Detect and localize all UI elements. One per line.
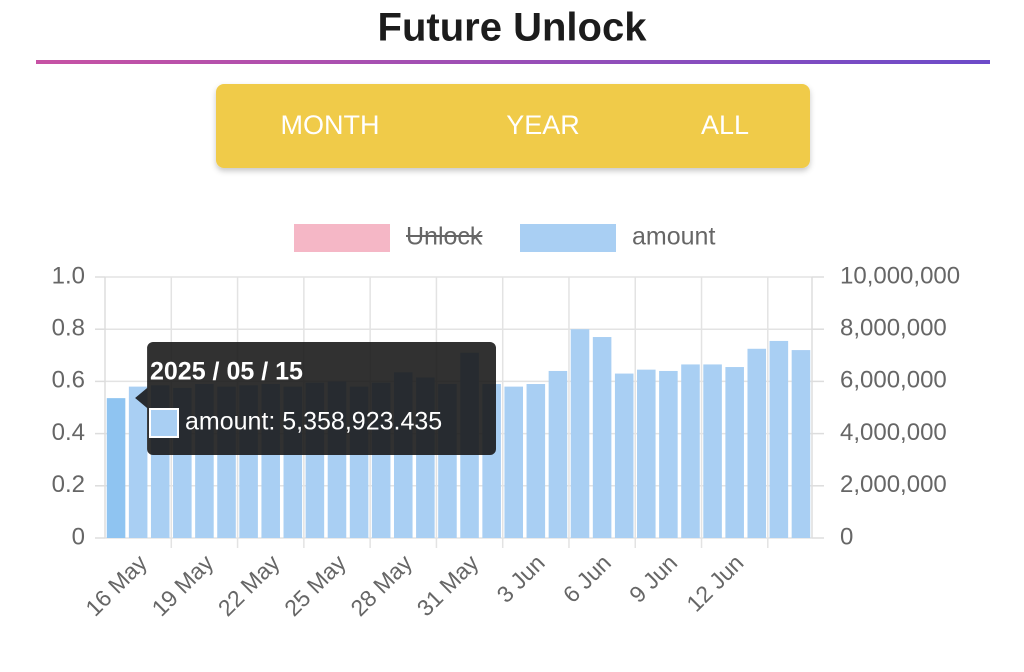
x-tick-label: 28 May (345, 549, 417, 621)
bar (637, 369, 656, 538)
x-tick-label: 22 May (213, 549, 285, 621)
y-tick-label: 1.0 (52, 262, 85, 289)
bar (725, 367, 744, 538)
y2-tick-label: 10,000,000 (840, 262, 960, 289)
bar (548, 370, 568, 538)
y2-tick-label: 2,000,000 (840, 471, 947, 498)
month-button[interactable]: MONTH (281, 110, 380, 140)
bar (791, 350, 811, 538)
legend-label: amount (632, 223, 715, 251)
range-selector (216, 84, 810, 168)
page-title: Future Unlock (378, 6, 648, 50)
x-tick-label: 9 Jun (624, 549, 682, 607)
y2-tick-label: 8,000,000 (840, 315, 947, 342)
bar (659, 370, 678, 538)
bar (570, 329, 590, 538)
legend-swatch (520, 224, 616, 252)
bar (769, 340, 789, 538)
y2-tick-label: 0 (840, 523, 853, 550)
x-tick-label: 6 Jun (558, 549, 616, 607)
bar (504, 386, 524, 538)
x-tick-label: 25 May (279, 549, 351, 621)
year-button[interactable]: YEAR (506, 110, 580, 140)
tooltip-text: amount: 5,358,923.435 (185, 408, 442, 436)
bar (747, 348, 767, 538)
bar (614, 373, 634, 538)
x-tick-label: 16 May (80, 549, 152, 621)
x-tick-label: 31 May (412, 549, 484, 621)
tooltip-title: 2025 / 05 / 15 (150, 358, 303, 386)
legend-swatch (294, 224, 390, 252)
y2-tick-label: 4,000,000 (840, 419, 947, 446)
y2-tick-label: 6,000,000 (840, 367, 947, 394)
bar (526, 384, 546, 538)
tooltip: 2025 / 05 / 15 amount: 5,358,923.435 (135, 342, 496, 455)
bar (106, 398, 126, 538)
bar (592, 337, 612, 538)
tooltip-swatch (149, 408, 179, 438)
y-tick-label: 0 (72, 523, 85, 550)
y-tick-label: 0.2 (52, 471, 85, 498)
bar (681, 364, 700, 538)
bar (703, 364, 722, 538)
chart: Unlock amount00.20.40.60.81.002,000,0004,… (52, 223, 961, 622)
x-tick-label: 19 May (147, 549, 219, 621)
y-tick-label: 0.6 (52, 367, 85, 394)
bar (128, 386, 148, 538)
all-button[interactable]: ALL (701, 110, 749, 140)
x-tick-label: 12 Jun (681, 549, 748, 616)
x-tick-label: 3 Jun (491, 549, 549, 607)
tooltip-box (135, 342, 496, 455)
y-tick-label: 0.4 (52, 419, 85, 446)
y-tick-label: 0.8 (52, 315, 85, 342)
divider (36, 60, 990, 64)
